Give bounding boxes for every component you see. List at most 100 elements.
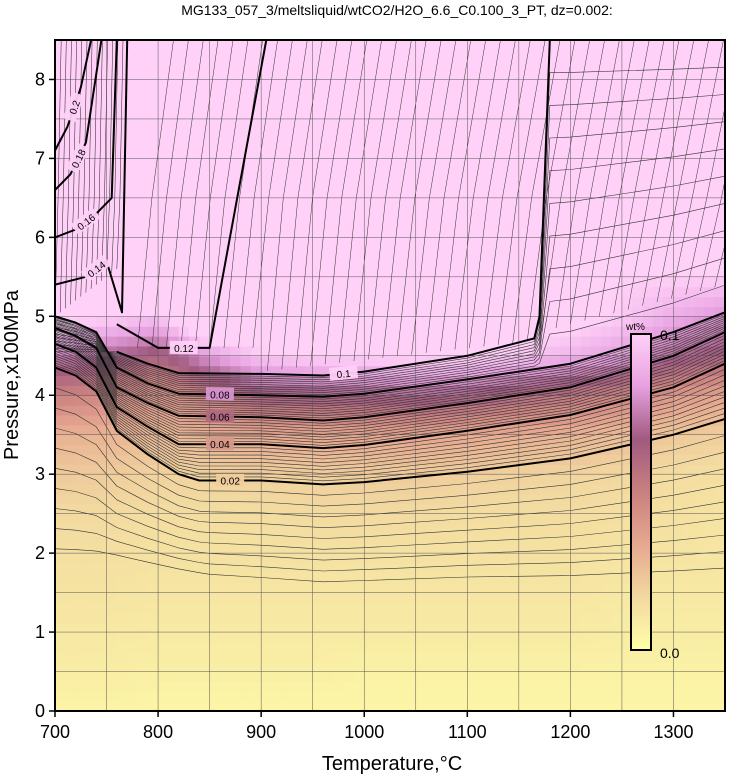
heatmap-cell (312, 503, 324, 515)
contour-label-bg (205, 437, 234, 451)
heatmap-cell (189, 454, 200, 465)
heatmap-cell (137, 632, 149, 643)
heatmap-cell (621, 79, 633, 90)
heatmap-cell (652, 247, 664, 258)
heatmap-cell (642, 326, 654, 337)
heatmap-cell (529, 651, 541, 663)
heatmap-cell (714, 385, 725, 396)
heatmap-cell (549, 59, 561, 71)
heatmap-cell (271, 355, 283, 367)
heatmap-cell (673, 701, 685, 711)
heatmap-cell (55, 99, 66, 110)
heatmap-cell (271, 484, 283, 495)
heatmap-cell (405, 533, 417, 544)
heatmap-cell (116, 543, 128, 554)
heatmap-cell (487, 257, 499, 268)
heatmap-cell (230, 316, 242, 327)
heatmap-cell (75, 592, 87, 604)
heatmap-cell (549, 266, 561, 278)
heatmap-cell (652, 513, 664, 525)
heatmap-cell (529, 641, 541, 653)
heatmap-cell (529, 326, 541, 337)
heatmap-cell (591, 266, 602, 278)
heatmap-cell (518, 49, 530, 61)
heatmap-cell (601, 79, 613, 90)
heatmap-cell (621, 562, 633, 574)
heatmap-cell (302, 612, 314, 623)
heatmap-cell (209, 474, 221, 485)
heatmap-cell (570, 345, 582, 357)
heatmap-cell (364, 572, 376, 584)
contour-label-group: 0.04 (205, 437, 234, 451)
heatmap-cell (137, 99, 149, 110)
heatmap-cell (168, 109, 180, 120)
heatmap-cell (498, 493, 510, 505)
heatmap-cell (261, 553, 273, 564)
heatmap-cell (127, 365, 139, 377)
heatmap-cell (529, 562, 541, 574)
heatmap-cell (426, 237, 437, 248)
heatmap-cell (652, 326, 664, 337)
heatmap-cell (240, 513, 252, 525)
heatmap-cell (96, 89, 108, 100)
heatmap-cell (663, 306, 675, 317)
heatmap-cell (292, 89, 303, 100)
heatmap-cell (621, 533, 633, 544)
heatmap-cell (694, 158, 705, 169)
heatmap-cell (364, 336, 376, 347)
heatmap-cell (85, 128, 97, 140)
heatmap-cell (508, 40, 520, 51)
heatmap-cell (364, 434, 376, 446)
heatmap-cell (683, 484, 695, 495)
heatmap-cell (663, 513, 675, 525)
heatmap-cell (312, 257, 324, 268)
heatmap-cell (508, 345, 520, 357)
heatmap-cell (415, 148, 427, 160)
heatmap-cell (642, 188, 654, 199)
heatmap-cell (539, 553, 551, 564)
heatmap-cell (147, 276, 159, 288)
heatmap-cell (467, 395, 479, 406)
heatmap-cell (75, 237, 87, 248)
heatmap-cell (333, 464, 345, 475)
heatmap-cell (652, 257, 664, 268)
heatmap-cell (508, 523, 520, 534)
heatmap-cell (477, 247, 489, 258)
heatmap-cell (137, 681, 149, 692)
heatmap-cell (652, 138, 664, 150)
heatmap-cell (127, 395, 139, 406)
heatmap-cell (168, 454, 180, 465)
heatmap-cell (96, 533, 108, 544)
heatmap-cell (549, 632, 561, 643)
heatmap-cell (116, 533, 128, 544)
heatmap-cell (457, 59, 468, 71)
heatmap-cell (405, 671, 417, 682)
heatmap-cell (137, 69, 149, 81)
heatmap-cell (694, 79, 705, 90)
heatmap-cell (415, 69, 427, 81)
heatmap-cell (96, 326, 108, 337)
heatmap-cell (436, 641, 448, 653)
heatmap-cell (168, 118, 180, 130)
heatmap-cell (178, 158, 190, 169)
heatmap-cell (240, 503, 252, 515)
heatmap-cell (663, 276, 675, 288)
heatmap-cell (498, 641, 510, 653)
heatmap-cell (137, 424, 149, 436)
heatmap-cell (694, 128, 705, 140)
heatmap-cell (683, 493, 695, 505)
heatmap-cell (209, 227, 221, 238)
heatmap-cell (518, 622, 530, 633)
heatmap-cell (632, 138, 644, 150)
heatmap-cell (539, 128, 551, 140)
heatmap-cell (230, 266, 242, 278)
heatmap-cell (539, 89, 551, 100)
heatmap-cell (261, 503, 273, 515)
heatmap-cell (580, 89, 592, 100)
heatmap-cell (106, 444, 118, 456)
heatmap-cell (261, 276, 273, 288)
heatmap-cell (85, 474, 97, 485)
heatmap-cell (426, 375, 437, 386)
heatmap-cell (374, 99, 386, 110)
heatmap-cell (168, 276, 180, 288)
